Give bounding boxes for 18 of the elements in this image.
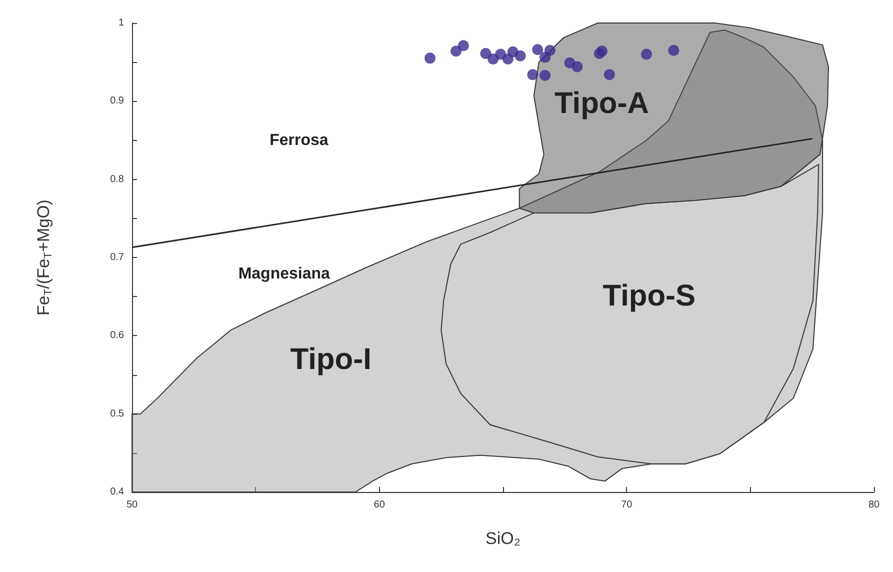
y-tick-label: 1: [118, 18, 124, 28]
y-tick-label: 0.8: [110, 174, 124, 185]
x-axis-title: SiO₂: [486, 529, 520, 548]
annotation: Magnesiana: [238, 265, 330, 282]
series-label: Tipo-S: [602, 279, 696, 312]
y-tick-label: 0.7: [110, 252, 124, 263]
y-tick-label: 0.9: [110, 96, 124, 107]
x-tick-label: 80: [868, 500, 880, 510]
annotation: Ferrosa: [270, 132, 328, 149]
y-axis-title: FeT/(FeT+MgO): [34, 200, 54, 316]
x-tick-label: 70: [621, 500, 633, 510]
series-label: Tipo-I: [290, 342, 372, 376]
y-tick-label: 0.4: [110, 486, 124, 498]
y-tick-label: 0.6: [110, 330, 124, 342]
x-tick-label: 50: [126, 500, 138, 510]
series-label: Tipo-A: [554, 87, 649, 120]
y-tick-label: 0.5: [110, 408, 124, 420]
x-tick-label: 60: [374, 500, 386, 510]
